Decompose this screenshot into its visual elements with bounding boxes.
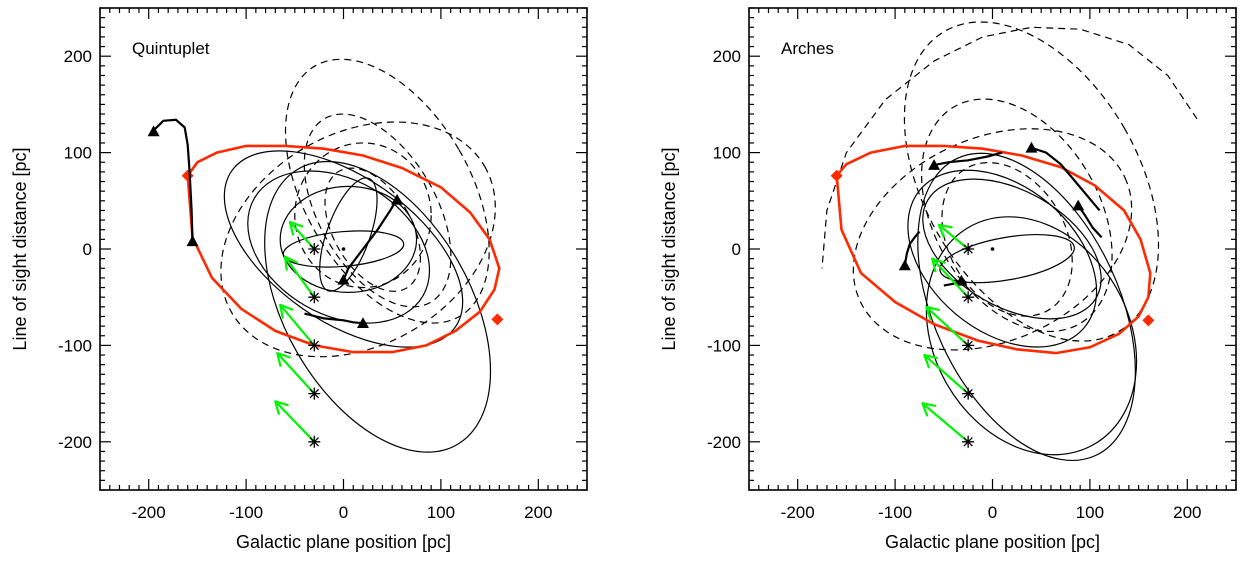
start-point xyxy=(308,243,321,255)
x-axis-label: Galactic plane position [pc] xyxy=(885,532,1100,552)
solid-orbit xyxy=(279,185,418,293)
x-tick-label: 0 xyxy=(988,503,997,522)
solid-orbit xyxy=(247,170,431,324)
ring-marker xyxy=(491,313,504,326)
x-tick-label: 200 xyxy=(1173,503,1201,522)
ring-marker xyxy=(830,169,843,182)
triangle-marker xyxy=(955,274,968,286)
velocity-arrow xyxy=(283,255,316,299)
velocity-arrow xyxy=(925,305,970,347)
velocity-arrow xyxy=(921,402,970,443)
x-axis-label: Galactic plane position [pc] xyxy=(236,532,451,552)
ring-orbit xyxy=(186,144,501,354)
ring-marker xyxy=(1142,314,1155,327)
panel-arches: -200 -100 0 100 200 -200 -100 0 100 200 Galactic p… xyxy=(659,7,1237,552)
velocity-arrow xyxy=(923,353,970,395)
dashed-orbit xyxy=(941,162,1073,317)
y-axis-label: Line of sight distance [pc] xyxy=(659,147,679,350)
velocity-arrow xyxy=(931,257,970,299)
dashed-orbit xyxy=(324,167,422,292)
velocity-arrow xyxy=(276,352,316,395)
y-tick-label: 0 xyxy=(83,240,92,259)
x-tick-label: -100 xyxy=(229,503,263,522)
x-tick-label: 200 xyxy=(524,503,552,522)
panel-title: Quintuplet xyxy=(132,39,210,58)
panel-quintuplet: -200 -100 0 100 200 -200 -100 0 100 200 Galactic p… xyxy=(10,7,588,552)
y-tick-label: -200 xyxy=(58,433,92,452)
start-point xyxy=(962,243,975,255)
x-tick-label: -200 xyxy=(781,503,815,522)
start-point xyxy=(308,291,321,304)
velocity-arrow xyxy=(937,223,970,251)
start-point xyxy=(962,435,975,448)
center-point xyxy=(341,247,346,251)
cluster-track xyxy=(1031,146,1101,212)
dashed-orbit xyxy=(921,98,1113,333)
solid-orbit xyxy=(925,216,1138,456)
solid-orbit xyxy=(939,234,1075,284)
x-tick-label: 100 xyxy=(1076,503,1104,522)
y-tick-label: 200 xyxy=(713,47,741,66)
y-tick-label: 200 xyxy=(64,47,92,66)
solid-orbit xyxy=(907,169,1098,348)
start-point xyxy=(308,339,321,352)
triangle-marker xyxy=(1072,199,1085,211)
velocity-arrow xyxy=(274,400,316,443)
y-tick-label: 0 xyxy=(732,240,741,259)
start-point xyxy=(962,387,975,400)
start-point xyxy=(962,291,975,304)
triangle-marker xyxy=(898,259,911,271)
cluster-track xyxy=(304,312,364,325)
dashed-orbit xyxy=(284,58,490,324)
triangle-marker xyxy=(391,193,404,205)
x-tick-label: 100 xyxy=(427,503,455,522)
y-axis-label: Line of sight distance [pc] xyxy=(10,147,30,350)
triangle-marker xyxy=(1025,141,1038,153)
y-tick-label: -100 xyxy=(707,336,741,355)
velocity-arrow xyxy=(288,220,316,251)
triangle-marker xyxy=(337,273,350,285)
dashed-orbit xyxy=(903,21,1160,342)
velocity-arrow xyxy=(279,303,316,347)
start-point xyxy=(308,435,321,448)
cluster-track xyxy=(342,198,399,281)
start-point xyxy=(962,339,975,352)
plot-area xyxy=(147,58,504,453)
triangle-marker xyxy=(928,159,941,170)
y-tick-label: -200 xyxy=(707,433,741,452)
dashed-orbit xyxy=(303,113,452,308)
y-tick-label: 100 xyxy=(64,144,92,163)
dashed-orbit xyxy=(294,142,432,289)
solid-orbit xyxy=(223,150,464,348)
triangle-marker xyxy=(147,125,160,137)
cluster-track xyxy=(933,151,1003,167)
x-tick-label: -100 xyxy=(878,503,912,522)
cluster-track xyxy=(152,118,194,242)
plot-area xyxy=(821,21,1198,462)
ring-orbit xyxy=(835,144,1152,355)
solid-orbit xyxy=(917,152,1136,462)
x-tick-label: -200 xyxy=(132,503,166,522)
dashed-orbit xyxy=(220,121,496,358)
center-point xyxy=(990,247,995,251)
cluster-track xyxy=(1077,204,1103,239)
y-tick-label: 100 xyxy=(713,144,741,163)
triangle-marker xyxy=(186,235,199,247)
cluster-track xyxy=(903,230,921,266)
triangle-marker xyxy=(356,317,369,329)
panel-title: Arches xyxy=(781,39,834,58)
y-tick-label: -100 xyxy=(58,336,92,355)
dashed-orbit-open xyxy=(821,26,1198,269)
solid-orbit xyxy=(264,160,492,453)
x-tick-label: 0 xyxy=(339,503,348,522)
dashed-orbit xyxy=(852,128,1133,351)
start-point xyxy=(308,387,321,400)
